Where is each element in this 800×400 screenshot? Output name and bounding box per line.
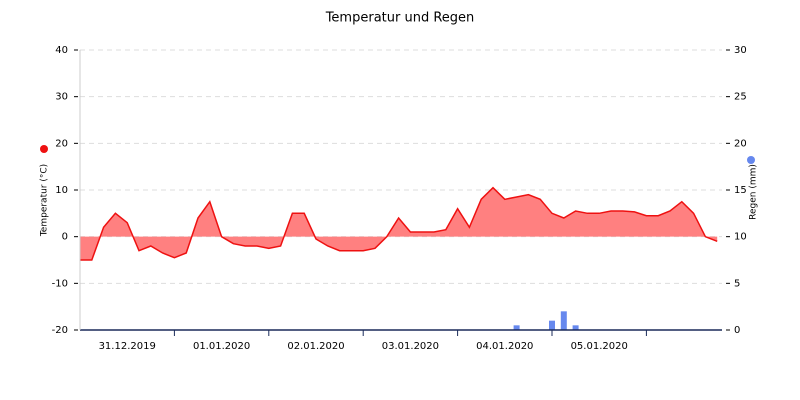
y2-tick-label: 15 [734,185,747,196]
temperature-area [80,187,718,260]
y2-tick-label: 25 [734,92,747,103]
y2-tick-label: 20 [734,138,747,149]
x-tick-label: 01.01.2020 [193,341,250,352]
x-tick-label: 02.01.2020 [287,341,344,352]
y-axis-title: Temperatur (°C) [40,164,50,237]
x-tick-label: 31.12.2019 [99,341,156,352]
y2-tick-label: 0 [734,325,740,336]
y-tick-label: 10 [55,185,68,196]
y2-tick-label: 5 [734,278,740,289]
temperature-line [80,186,718,261]
legend-marker [40,145,48,153]
y-tick-label: -10 [52,278,68,289]
x-tick-label: 03.01.2020 [382,341,439,352]
y-tick-label: 0 [62,232,68,243]
rain-bar [549,320,555,330]
y-tick-label: 30 [55,92,68,103]
legend-marker [747,156,755,164]
rain-bar [513,325,520,330]
y-tick-label: -20 [52,325,68,336]
x-tick-label: 05.01.2020 [571,341,628,352]
x-tick-label: 04.01.2020 [476,341,533,352]
rain-bar [572,325,579,330]
y2-tick-label: 10 [734,232,747,243]
y-tick-label: 40 [55,45,68,56]
y2-axis-title: Regen (mm) [749,164,759,220]
y2-tick-label: 30 [734,45,747,56]
rain-bar [560,311,567,330]
y-tick-label: 20 [55,138,68,149]
chart-title: Temperatur und Regen [325,11,475,26]
